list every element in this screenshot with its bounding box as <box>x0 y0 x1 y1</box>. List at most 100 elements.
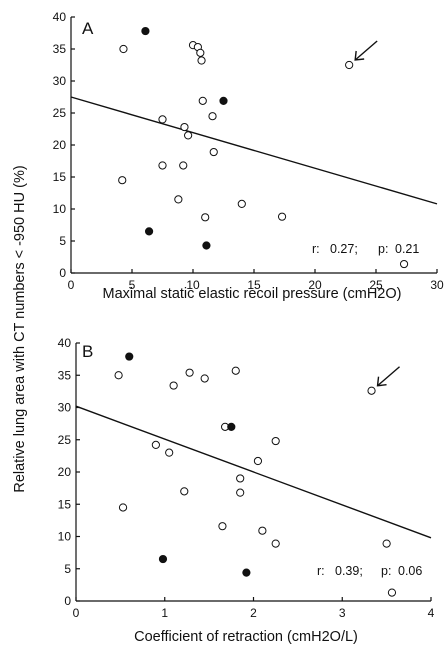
panel-a-y-tick-label: 20 <box>53 138 67 152</box>
panel-b-x-tick-label: 0 <box>73 606 80 620</box>
panel-a-stats: r: 0.27; p: 0.21 <box>312 242 419 256</box>
panel-a-r-label: r: <box>312 242 320 256</box>
panel-b-open-point <box>169 381 178 390</box>
panel-b-x-tick-label: 3 <box>339 606 346 620</box>
panel-a-open-point <box>345 60 354 70</box>
panel-b-open-point <box>165 448 174 457</box>
panel-a-x-tick-label: 30 <box>430 278 444 292</box>
panel-b-arrow-head <box>376 376 387 387</box>
panel-a-filled-point <box>141 26 150 36</box>
panel-a-y-tick-label: 25 <box>53 106 67 120</box>
panel-b-arrow-shaft <box>377 366 400 387</box>
panel-b-y-tick-label: 25 <box>58 433 72 447</box>
panel-b-filled-point <box>125 352 134 361</box>
panel-a-r-value: 0.27; <box>330 242 358 256</box>
panel-b-y-tick-label: 40 <box>58 336 72 350</box>
panel-a-x-tick-label: 5 <box>129 278 136 292</box>
panel-b-label: B <box>82 342 93 361</box>
panel-b-p-label: p: <box>381 564 391 578</box>
panel-b-plot: 0 5 10 15 20 25 30 35 40 0 1 2 3 4 <box>58 336 435 620</box>
panel-b-open-point <box>258 526 267 535</box>
panel-b-p-value: 0.06 <box>398 564 422 578</box>
panel-b-x-axis-label: Coefficient of retraction (cmH2O/L) <box>134 629 358 645</box>
panel-a-open-point <box>237 199 246 208</box>
panel-b-open-point <box>236 488 245 497</box>
panel-a-y-tick-label: 10 <box>53 202 67 216</box>
panel-b-open-point <box>271 539 280 548</box>
panel-a-regression-line <box>70 96 438 205</box>
panel-a-y-tick-label: 15 <box>53 170 67 184</box>
panel-a-open-point <box>197 56 206 65</box>
panel-a-open-point <box>208 112 217 121</box>
panel-b-filled-point <box>242 568 251 577</box>
panel-a-label: A <box>82 19 94 38</box>
panel-b-open-point <box>118 503 128 512</box>
panel-a-open-point <box>180 122 189 132</box>
panel-b-x-tick-label: 4 <box>428 606 435 620</box>
panel-b-stats: r: 0.39; p: 0.06 <box>317 564 422 578</box>
panel-a-p-label: p: <box>378 242 388 256</box>
panel-b-open-point <box>218 522 227 531</box>
panel-b-r-label: r: <box>317 564 325 578</box>
panel-b-filled-point <box>158 554 168 564</box>
panel-b-open-point <box>387 588 397 597</box>
panel-a-y-tick-label: 30 <box>53 74 67 88</box>
panel-b-y-tick-label: 15 <box>58 497 72 511</box>
panel-a-x-tick-label: 10 <box>186 278 200 292</box>
panel-b-y-tick-label: 10 <box>58 530 72 544</box>
panel-a-filled-point <box>202 241 211 250</box>
panel-a-filled-point <box>144 227 154 236</box>
panel-b-regression-line <box>75 405 432 539</box>
panel-a-arrow-head <box>354 50 365 61</box>
panel-a-x-tick-label: 15 <box>247 278 261 292</box>
panel-b-open-point <box>151 440 160 450</box>
panel-b-open-point <box>367 386 376 395</box>
panel-b-open-point <box>231 366 240 375</box>
panel-b-y-tick-label: 35 <box>58 368 72 382</box>
panel-b-open-point <box>253 456 263 466</box>
panel-a-open-point <box>119 44 128 54</box>
panel-b-x-tick-label: 2 <box>250 606 257 620</box>
panel-a-filled-point <box>219 96 228 105</box>
shared-y-axis-label: Relative lung area with CT numbers < -95… <box>12 165 28 492</box>
panel-a-open-point <box>201 213 210 222</box>
panel-b: B 0 5 10 15 20 25 30 35 40 0 1 2 3 4 Coefficient of r… <box>58 336 435 645</box>
panel-b-y-tick-label: 30 <box>58 401 72 415</box>
panel-b-open-point <box>236 474 245 483</box>
panel-a-open-point <box>118 176 127 185</box>
panel-a-open-point <box>198 96 207 105</box>
panel-a-open-point <box>184 131 193 140</box>
panel-a-x-tick-label: 20 <box>308 278 322 292</box>
panel-a-open-point <box>158 161 167 170</box>
panel-a-x-axis-label: Maximal static elastic recoil pressure (… <box>103 286 402 302</box>
panel-b-y-tick-label: 20 <box>58 465 72 479</box>
panel-a-open-point <box>399 259 409 269</box>
panel-b-open-point <box>185 368 194 377</box>
panel-a-p-value: 0.21 <box>395 242 419 256</box>
panel-a-y-tick-label: 40 <box>53 10 67 24</box>
panel-b-open-point <box>271 436 280 446</box>
panel-a-open-point <box>174 195 183 204</box>
panel-a-y-tick-label: 35 <box>53 42 67 56</box>
panel-a-x-tick-label: 25 <box>369 278 383 292</box>
panel-b-open-point <box>382 539 391 548</box>
panel-a-open-point <box>158 115 167 124</box>
panel-b-r-value: 0.39; <box>335 564 363 578</box>
panel-b-x-tick-label: 1 <box>161 606 168 620</box>
panel-a-plot: 0 5 10 15 20 25 30 35 40 0 5 10 15 20 25 30 <box>53 10 444 292</box>
panel-a-open-point <box>277 212 287 221</box>
panel-a-open-point <box>196 48 205 57</box>
panel-a-x-tick-label: 0 <box>68 278 75 292</box>
panel-b-open-point <box>114 371 123 380</box>
panel-a-open-point <box>209 147 218 157</box>
panel-a-y-tick-label: 0 <box>59 266 66 280</box>
panel-a-open-point <box>179 161 188 170</box>
panel-b-open-point <box>180 487 189 496</box>
panel-b-y-tick-label: 0 <box>64 594 71 608</box>
panel-a-y-tick-label: 5 <box>59 234 66 248</box>
panel-b-filled-point <box>227 422 236 431</box>
panel-a: A 0 5 10 15 20 25 30 35 40 0 5 10 15 20 25 30 Maximal s… <box>53 10 444 302</box>
panel-b-open-point <box>200 374 209 383</box>
panel-b-y-tick-label: 5 <box>64 562 71 576</box>
